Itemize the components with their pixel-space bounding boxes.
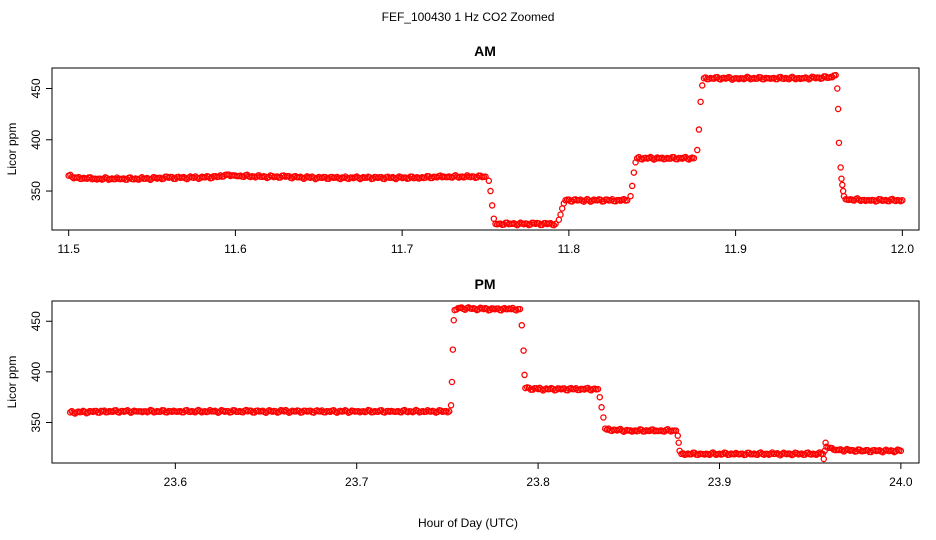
panel-pm-x-axis: 23.6 23.7 23.8 23.9 24.0	[164, 463, 913, 489]
data-point	[697, 98, 704, 106]
x-tick-label: 23.6	[164, 475, 188, 489]
data-point	[674, 432, 682, 439]
x-tick-label: 11.6	[224, 242, 247, 256]
y-tick-label: 400	[29, 129, 43, 149]
panel-am: AM 11.5 11.6 11.7 11.8 11.9 12.0 350 400 450 Li…	[5, 43, 920, 256]
data-point	[450, 316, 458, 324]
data-point	[820, 455, 828, 463]
data-point	[558, 205, 566, 212]
x-tick-label: 24.0	[889, 475, 913, 489]
data-point	[487, 187, 494, 195]
data-point	[516, 305, 524, 313]
data-point	[690, 154, 698, 162]
data-point	[832, 71, 839, 79]
data-point	[897, 447, 905, 455]
panel-pm: PM 23.6 23.7 23.8 23.9 24.0 350 400 450 Licor …	[5, 276, 920, 489]
x-tick-label: 23.9	[708, 475, 732, 489]
panel-pm-plot-frame	[51, 300, 920, 464]
data-point	[837, 164, 844, 171]
data-point	[839, 187, 847, 195]
panel-pm-points	[66, 304, 905, 463]
data-point	[482, 173, 489, 180]
x-tick-label: 23.7	[345, 475, 369, 489]
x-tick-label: 11.5	[57, 242, 80, 256]
data-point	[899, 197, 906, 204]
panel-am-y-axis: 350 400 450	[29, 78, 52, 201]
data-point	[695, 126, 703, 133]
data-point	[485, 177, 493, 185]
data-point	[448, 378, 456, 386]
panel-am-title: AM	[474, 43, 496, 59]
panel-am-points	[65, 71, 906, 229]
figure-title: FEF_100430 1 Hz CO2 Zoomed	[382, 10, 555, 24]
x-tick-label: 23.8	[526, 475, 550, 489]
x-axis-label: Hour of Day (UTC)	[418, 516, 518, 530]
data-point	[337, 175, 344, 183]
panel-pm-y-label: Licor ppm	[5, 356, 19, 409]
data-point	[822, 439, 829, 446]
data-point	[839, 181, 846, 189]
panel-pm-title: PM	[475, 276, 496, 292]
data-point	[557, 211, 564, 218]
data-point	[594, 385, 602, 393]
data-point	[449, 346, 457, 353]
data-point	[838, 175, 845, 182]
data-point	[627, 192, 634, 200]
data-point	[694, 146, 701, 154]
y-tick-label: 450	[29, 311, 43, 331]
data-point	[630, 169, 638, 176]
panel-pm-y-axis: 350 400 450	[29, 311, 52, 433]
x-tick-label: 11.7	[391, 242, 414, 256]
data-point	[598, 404, 605, 411]
data-point	[628, 182, 636, 190]
data-point	[518, 322, 526, 329]
data-point	[835, 139, 843, 147]
data-point	[447, 402, 455, 409]
data-point	[490, 215, 498, 222]
data-point	[488, 202, 496, 209]
x-tick-label: 12.0	[891, 242, 915, 256]
data-point	[600, 414, 607, 421]
x-tick-label: 11.9	[724, 242, 747, 256]
y-tick-label: 350	[29, 412, 43, 432]
y-tick-label: 350	[29, 181, 43, 201]
y-tick-label: 400	[29, 362, 43, 382]
data-point	[699, 82, 706, 89]
data-point	[623, 197, 631, 204]
data-point	[675, 439, 682, 446]
panel-am-y-label: Licor ppm	[5, 123, 19, 176]
data-point	[834, 105, 842, 113]
data-point	[596, 393, 604, 401]
data-point	[445, 408, 453, 415]
data-point	[834, 85, 841, 92]
panel-am-x-axis: 11.5 11.6 11.7 11.8 11.9 12.0	[57, 230, 914, 256]
data-point	[521, 371, 528, 379]
data-point	[555, 216, 563, 223]
data-point	[620, 195, 628, 203]
x-tick-label: 11.8	[558, 242, 581, 256]
panel-am-plot-frame	[51, 67, 920, 231]
data-point	[552, 220, 559, 228]
data-point	[520, 347, 527, 354]
y-tick-label: 450	[29, 78, 43, 98]
